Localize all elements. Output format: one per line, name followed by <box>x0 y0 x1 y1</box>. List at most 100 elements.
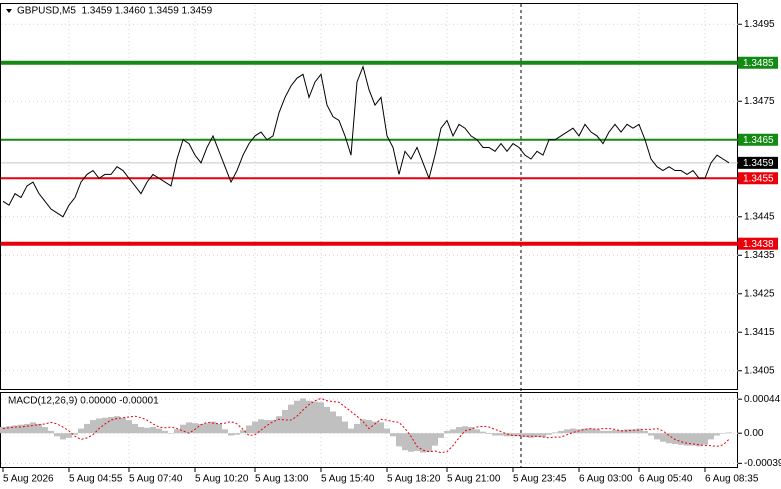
macd-bar <box>348 428 354 434</box>
macd-bar <box>708 433 714 440</box>
macd-bar <box>192 423 198 434</box>
level-label: 1.3438 <box>743 239 774 250</box>
macd-bar <box>450 429 456 434</box>
macd-bar <box>318 402 324 434</box>
macd-bar <box>606 430 612 434</box>
macd-bar <box>342 421 348 434</box>
macd-bar <box>138 427 144 434</box>
macd-bar <box>198 423 204 434</box>
macd-bar <box>246 425 252 434</box>
macd-bar <box>378 422 384 434</box>
macd-bar <box>642 430 648 434</box>
macd-bar <box>264 420 270 434</box>
macd-bar <box>78 428 84 434</box>
y-tick-label: 0.00 <box>744 428 764 439</box>
macd-bar <box>354 423 360 434</box>
level-label: 1.3485 <box>743 58 774 69</box>
macd-bar <box>654 433 660 440</box>
macd-bar <box>294 400 300 434</box>
x-tick-label: 5 Aug 2026 <box>3 474 54 485</box>
macd-bar <box>468 427 474 434</box>
macd-bar <box>636 428 642 434</box>
level-label-box <box>738 56 778 69</box>
macd-bar <box>402 433 408 451</box>
macd-bar <box>558 430 564 434</box>
macd-bar <box>630 429 636 434</box>
y-tick-label: -0.00039 <box>744 458 781 469</box>
macd-bar <box>480 431 486 434</box>
macd-bar <box>276 416 282 434</box>
chart-title: GBPUSD,M5 1.3459 1.3460 1.3459 1.3459 <box>17 6 213 17</box>
macd-bar <box>582 428 588 434</box>
macd-bar <box>498 433 504 436</box>
macd-bar <box>420 433 426 453</box>
macd-bar <box>96 418 102 434</box>
signal-line <box>2 397 730 454</box>
macd-bar <box>510 433 516 437</box>
macd-bar <box>384 428 390 434</box>
macd-bar <box>258 419 264 434</box>
macd-bar <box>30 422 36 434</box>
macd-bar <box>114 416 120 434</box>
macd-bar <box>720 433 726 434</box>
macd-bar <box>522 433 528 438</box>
macd-bar <box>18 424 24 434</box>
y-tick-label: 1.3415 <box>744 327 775 338</box>
macd-bar <box>504 433 510 437</box>
last-price-box <box>738 156 778 169</box>
macd-bar <box>204 423 210 434</box>
macd-bar <box>186 422 192 434</box>
level-label-box <box>738 133 778 146</box>
y-tick-label: 1.3405 <box>744 365 775 376</box>
macd-bar <box>600 430 606 434</box>
x-tick-label: 5 Aug 07:40 <box>129 474 183 485</box>
macd-bar <box>672 433 678 445</box>
x-tick-label: 5 Aug 21:00 <box>447 474 501 485</box>
macd-bar <box>120 417 126 434</box>
macd-bar <box>72 433 78 435</box>
x-tick-label: 5 Aug 10:20 <box>195 474 249 485</box>
macd-bar <box>126 420 132 434</box>
macd-bar <box>234 433 240 435</box>
macd-bar <box>240 430 246 434</box>
x-tick-label: 5 Aug 23:45 <box>513 474 567 485</box>
macd-bar <box>726 432 732 434</box>
macd-bar <box>438 433 444 438</box>
x-tick-label: 5 Aug 18:20 <box>387 474 441 485</box>
macd-bar <box>552 432 558 434</box>
macd-bar <box>360 419 366 434</box>
macd-title: MACD(12,26,9) 0.00000 -0.00001 <box>8 396 159 407</box>
macd-bar <box>486 433 492 434</box>
x-tick-label: 5 Aug 15:40 <box>321 474 375 485</box>
macd-bar <box>666 433 672 444</box>
macd-bar <box>372 421 378 434</box>
macd-bar <box>588 428 594 434</box>
macd-bar <box>54 433 60 437</box>
y-tick-label: 1.3435 <box>744 250 775 261</box>
macd-bar <box>528 433 534 438</box>
level-label-box <box>738 237 778 250</box>
macd-bar <box>162 430 168 434</box>
macd-bar <box>282 410 288 434</box>
menu-triangle <box>6 9 12 13</box>
macd-bar <box>144 427 150 434</box>
macd-bar <box>660 433 666 442</box>
macd-bar <box>714 433 720 436</box>
macd-bar <box>336 416 342 434</box>
macd-bar <box>618 430 624 434</box>
macd-bar <box>684 433 690 446</box>
macd-bar <box>414 433 420 451</box>
macd-bar <box>324 406 330 434</box>
y-tick-label: 0.00044 <box>744 394 781 405</box>
macd-bar <box>702 433 708 445</box>
x-tick-label: 5 Aug 04:55 <box>69 474 123 485</box>
macd-bar <box>534 433 540 438</box>
x-tick-label: 6 Aug 03:00 <box>579 474 633 485</box>
macd-bar <box>408 433 414 452</box>
macd-bar <box>168 433 174 434</box>
y-tick-label: 1.3445 <box>744 211 775 222</box>
price-panel-frame <box>0 3 738 390</box>
macd-bar <box>288 404 294 434</box>
macd-bar <box>426 433 432 452</box>
